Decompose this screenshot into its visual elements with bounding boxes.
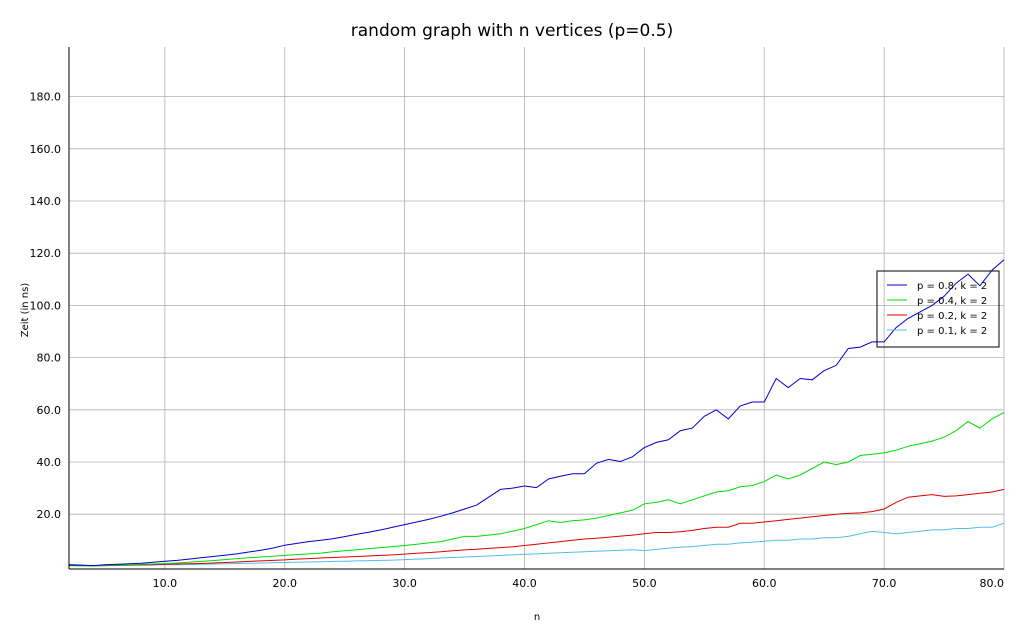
- x-axis-label: n: [534, 612, 540, 623]
- x-tick-label: 50.0: [632, 577, 657, 590]
- chart-title: random graph with n vertices (p=0.5): [350, 21, 674, 41]
- tick-labels: 10.0 20.0 30.0 40.0 50.0 60.0 70.0 80.0 20.0 40.0…: [30, 91, 1005, 590]
- x-tick-label: 80.0: [980, 577, 1005, 590]
- y-tick-label: 180.0: [30, 91, 62, 104]
- x-tick-label: 10.0: [153, 577, 178, 590]
- legend: p = 0.8, k = 2 p = 0.4, k = 2 p = 0.2, k =…: [876, 270, 1000, 348]
- series-line-1: [68, 259, 1005, 567]
- y-tick-label: 20.0: [37, 508, 62, 521]
- x-tick-label: 20.0: [273, 577, 298, 590]
- y-tick-label: 100.0: [30, 299, 62, 312]
- axes: [68, 47, 1004, 570]
- y-tick-label: 140.0: [30, 195, 62, 208]
- x-tick-label: 40.0: [512, 577, 537, 590]
- y-tick-label: 60.0: [37, 404, 62, 417]
- y-tick-label: 80.0: [37, 352, 62, 365]
- legend-label: p = 0.1, k = 2: [917, 326, 987, 337]
- y-tick-label: 40.0: [37, 456, 62, 469]
- legend-box: [876, 270, 1000, 348]
- series-line-3: [68, 488, 1005, 567]
- series-layer: [68, 259, 1005, 567]
- y-tick-label: 120.0: [30, 247, 62, 260]
- y-axis-label: Zeit (in ns): [20, 283, 31, 338]
- legend-label: p = 0.8, k = 2: [917, 281, 987, 292]
- series-line-4: [68, 522, 1005, 567]
- x-tick-label: 70.0: [872, 577, 897, 590]
- x-tick-label: 60.0: [752, 577, 777, 590]
- series-line-2: [68, 411, 1005, 567]
- grid-lines: [69, 47, 1005, 569]
- legend-label: p = 0.2, k = 2: [917, 311, 987, 322]
- legend-label: p = 0.4, k = 2: [917, 296, 987, 307]
- x-tick-label: 30.0: [392, 577, 417, 590]
- y-tick-label: 160.0: [30, 143, 62, 156]
